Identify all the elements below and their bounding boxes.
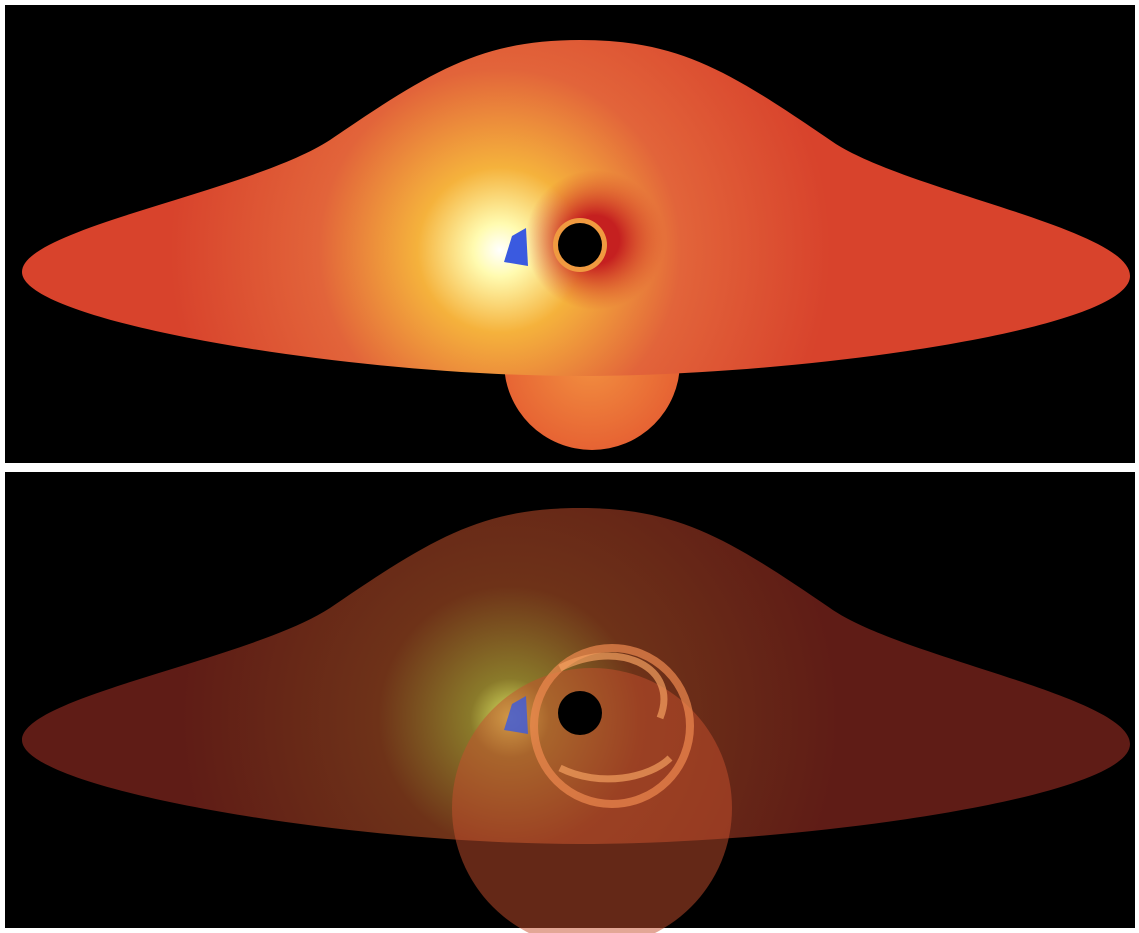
page: (() => { const data = JSON.parse(documen… xyxy=(0,0,1139,933)
visualization xyxy=(0,0,1139,933)
black-hole xyxy=(558,691,602,735)
black-hole xyxy=(558,223,602,267)
